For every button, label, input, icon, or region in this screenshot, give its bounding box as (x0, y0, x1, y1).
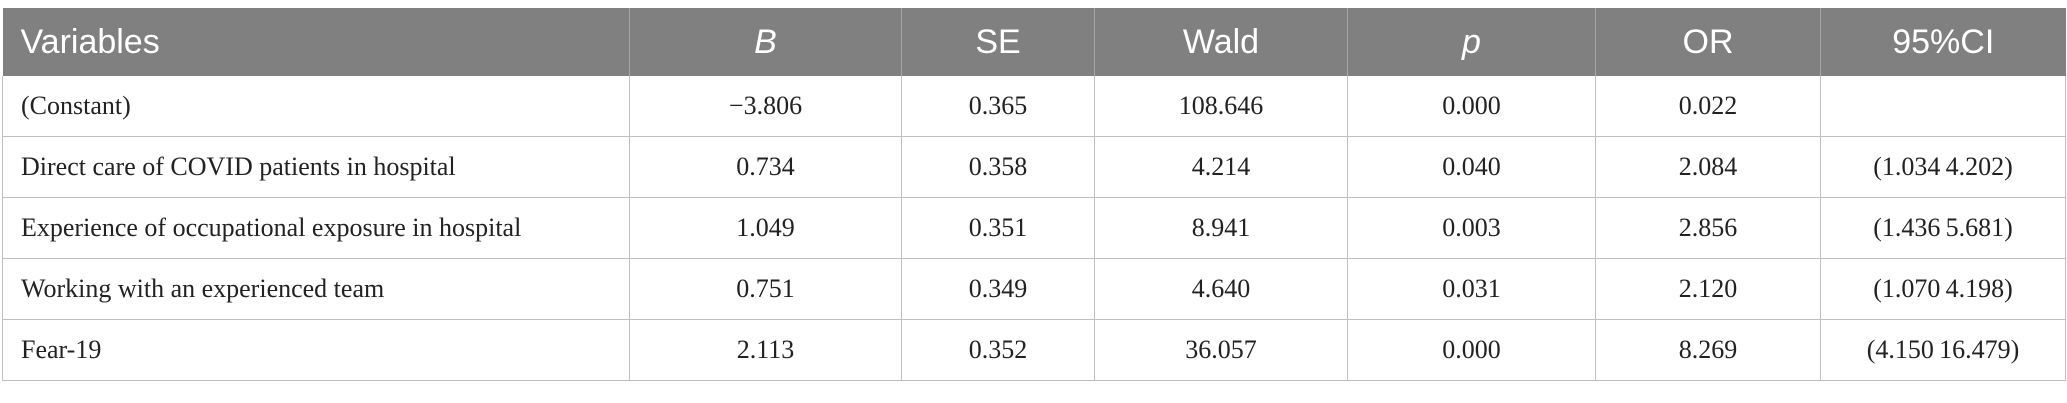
cell-se: 0.358 (901, 136, 1095, 198)
cell-p: 0.003 (1347, 197, 1596, 259)
cell-or: 0.022 (1595, 76, 1821, 137)
cell-or: 2.120 (1595, 258, 1821, 320)
cell-b: 0.734 (629, 136, 902, 198)
table-row: Experience of occupational exposure in h… (2, 197, 2066, 259)
header-or: OR (1595, 8, 1821, 76)
cell-variable: Working with an experienced team (2, 258, 630, 320)
regression-table: Variables B SE Wald p OR 95%CI (Constant… (2, 8, 2066, 381)
cell-variable: Experience of occupational exposure in h… (2, 197, 630, 259)
cell-variable: (Constant) (2, 76, 630, 137)
cell-p: 0.040 (1347, 136, 1596, 198)
cell-wald: 4.640 (1094, 258, 1348, 320)
cell-wald: 36.057 (1094, 319, 1348, 381)
cell-ci: (1.436 5.681) (1820, 197, 2066, 259)
cell-variable: Direct care of COVID patients in hospita… (2, 136, 630, 198)
header-wald: Wald (1094, 8, 1348, 76)
cell-variable: Fear-19 (2, 319, 630, 381)
cell-se: 0.351 (901, 197, 1095, 259)
table-row: (Constant) −3.806 0.365 108.646 0.000 0.… (2, 76, 2066, 137)
cell-wald: 8.941 (1094, 197, 1348, 259)
cell-b: 2.113 (629, 319, 902, 381)
header-variables: Variables (2, 8, 630, 76)
cell-or: 2.856 (1595, 197, 1821, 259)
cell-or: 8.269 (1595, 319, 1821, 381)
cell-b: 0.751 (629, 258, 902, 320)
cell-wald: 4.214 (1094, 136, 1348, 198)
cell-se: 0.352 (901, 319, 1095, 381)
header-se: SE (901, 8, 1095, 76)
cell-wald: 108.646 (1094, 76, 1348, 137)
cell-b: 1.049 (629, 197, 902, 259)
table-row: Working with an experienced team 0.751 0… (2, 258, 2066, 320)
cell-se: 0.365 (901, 76, 1095, 137)
header-ci: 95%CI (1820, 8, 2066, 76)
cell-p: 0.000 (1347, 76, 1596, 137)
header-b: B (629, 8, 902, 76)
cell-se: 0.349 (901, 258, 1095, 320)
cell-ci: (1.070 4.198) (1820, 258, 2066, 320)
regression-table-container: Variables B SE Wald p OR 95%CI (Constant… (2, 8, 2066, 381)
header-row: Variables B SE Wald p OR 95%CI (2, 8, 2066, 76)
cell-b: −3.806 (629, 76, 902, 137)
header-p: p (1347, 8, 1596, 76)
cell-ci (1820, 76, 2066, 137)
cell-p: 0.000 (1347, 319, 1596, 381)
cell-ci: (4.150 16.479) (1820, 319, 2066, 381)
cell-or: 2.084 (1595, 136, 1821, 198)
table-row: Fear-19 2.113 0.352 36.057 0.000 8.269 (… (2, 319, 2066, 381)
cell-ci: (1.034 4.202) (1820, 136, 2066, 198)
cell-p: 0.031 (1347, 258, 1596, 320)
table-row: Direct care of COVID patients in hospita… (2, 136, 2066, 198)
